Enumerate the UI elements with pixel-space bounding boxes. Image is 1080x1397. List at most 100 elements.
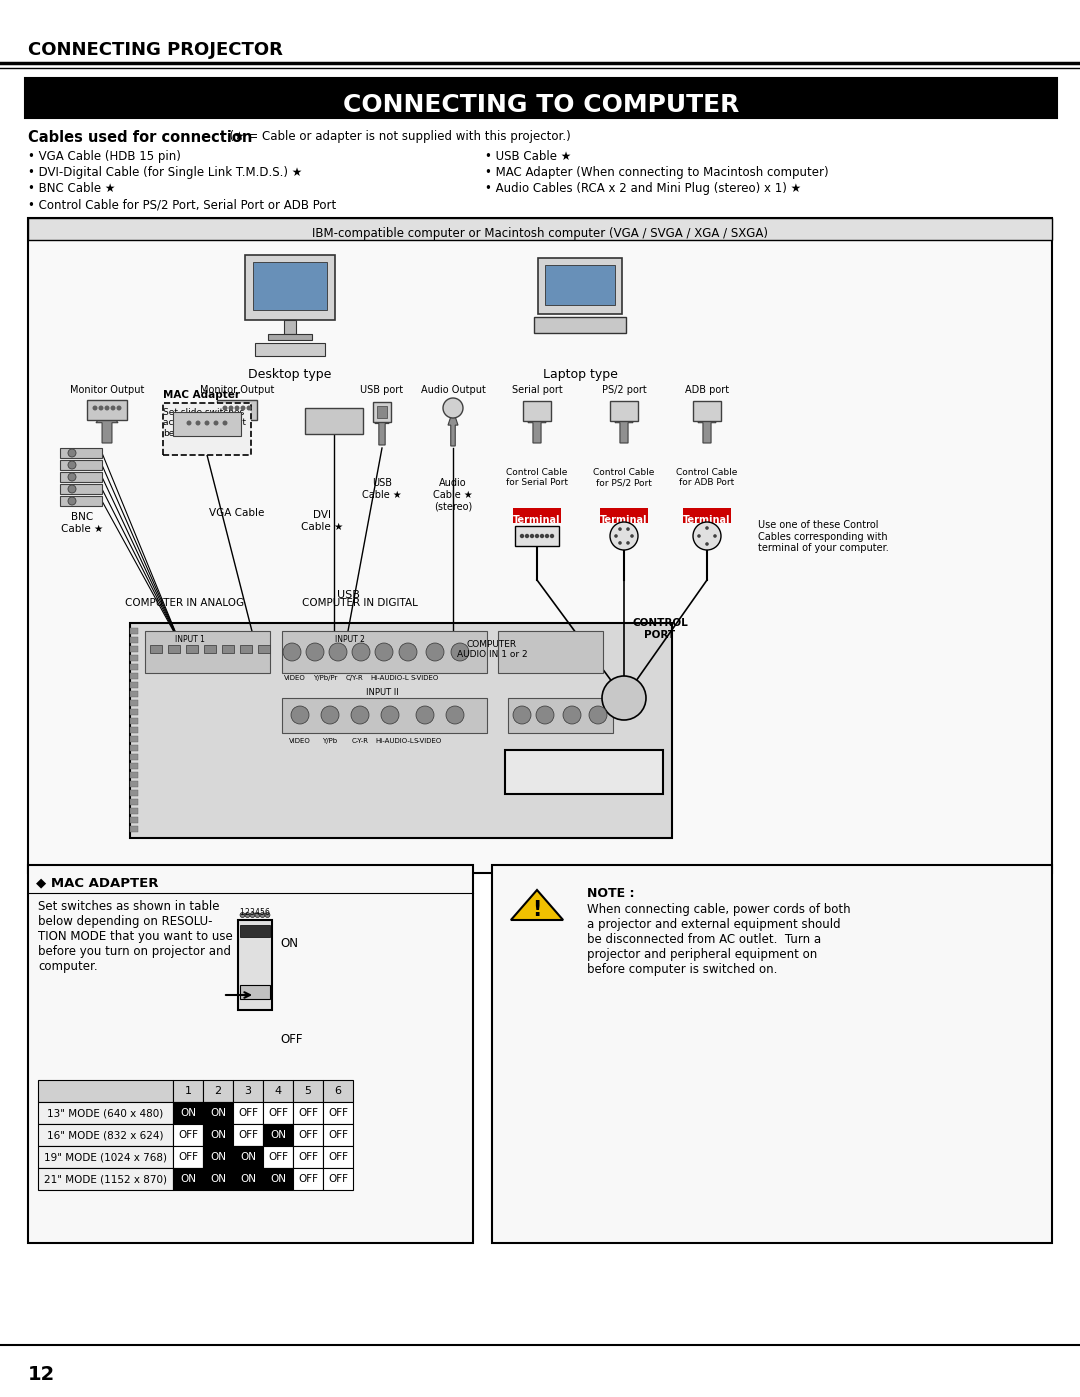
Text: OFF: OFF — [280, 1032, 302, 1046]
Text: ON: ON — [180, 1108, 195, 1118]
Circle shape — [110, 405, 116, 411]
Text: Control Cable
for Serial Port: Control Cable for Serial Port — [507, 468, 568, 488]
Bar — [130, 682, 138, 687]
Bar — [28, 218, 1052, 873]
Bar — [282, 631, 487, 673]
Text: Y/Pb: Y/Pb — [323, 738, 338, 745]
Bar — [233, 1168, 264, 1190]
Circle shape — [105, 405, 109, 411]
Bar — [130, 826, 138, 833]
Circle shape — [713, 534, 717, 538]
Circle shape — [626, 527, 630, 531]
Text: COMPUTER
AUDIO IN 1 or 2: COMPUTER AUDIO IN 1 or 2 — [457, 640, 527, 659]
Circle shape — [705, 542, 708, 546]
Text: • BNC Cable ★: • BNC Cable ★ — [28, 182, 116, 196]
Bar — [255, 344, 325, 356]
Bar — [60, 460, 102, 469]
Text: • VGA Cable (HDB 15 pin): • VGA Cable (HDB 15 pin) — [28, 149, 180, 163]
Text: ON: ON — [240, 1173, 256, 1185]
Bar — [130, 745, 138, 752]
Text: • MAC Adapter (When connecting to Macintosh computer): • MAC Adapter (When connecting to Macint… — [485, 166, 828, 179]
Circle shape — [550, 534, 554, 538]
Text: OFF: OFF — [298, 1153, 318, 1162]
Text: ON: ON — [270, 1130, 286, 1140]
Text: ON: ON — [180, 1173, 195, 1185]
Bar — [238, 921, 272, 1010]
Bar — [258, 645, 270, 652]
Text: C-Y-R: C-Y-R — [351, 738, 368, 745]
Text: Terminal: Terminal — [600, 515, 648, 525]
Bar — [222, 645, 234, 652]
Text: 4: 4 — [255, 908, 259, 916]
Bar — [38, 1168, 173, 1190]
Text: Set slide switches
according to chart
below.: Set slide switches according to chart be… — [163, 408, 246, 437]
Bar — [293, 1146, 323, 1168]
Text: ON: ON — [210, 1173, 226, 1185]
Text: Desktop type: Desktop type — [248, 367, 332, 381]
Bar — [600, 509, 648, 522]
Circle shape — [321, 705, 339, 724]
Circle shape — [626, 541, 630, 545]
Bar — [173, 412, 241, 436]
Polygon shape — [615, 408, 633, 443]
Bar — [498, 631, 603, 673]
Text: OFF: OFF — [238, 1130, 258, 1140]
Bar — [217, 400, 257, 420]
Text: OFF: OFF — [328, 1153, 348, 1162]
Bar — [240, 645, 252, 652]
Circle shape — [631, 534, 634, 538]
Bar — [28, 865, 473, 1243]
Bar — [233, 1125, 264, 1146]
Text: CONNECTING PROJECTOR: CONNECTING PROJECTOR — [28, 41, 283, 59]
Circle shape — [589, 705, 607, 724]
Text: 1: 1 — [240, 908, 244, 916]
Text: 6: 6 — [265, 908, 269, 916]
Bar — [130, 781, 138, 787]
Circle shape — [222, 405, 228, 411]
Circle shape — [98, 405, 104, 411]
Text: 16" MODE (832 x 624): 16" MODE (832 x 624) — [48, 1130, 164, 1140]
Circle shape — [544, 534, 550, 538]
Text: 12: 12 — [28, 1365, 55, 1384]
Text: USB port: USB port — [361, 386, 404, 395]
Text: Hi-AUDIO-L: Hi-AUDIO-L — [376, 738, 415, 745]
Bar — [186, 645, 198, 652]
Circle shape — [240, 912, 245, 918]
Bar — [38, 1080, 173, 1102]
Bar — [173, 1125, 203, 1146]
Bar — [173, 1146, 203, 1168]
Bar — [282, 698, 487, 733]
Text: Hi-AUDIO-L: Hi-AUDIO-L — [370, 675, 409, 680]
Circle shape — [525, 534, 529, 538]
Text: 21" MODE (1152 x 870): 21" MODE (1152 x 870) — [44, 1173, 167, 1185]
Bar — [268, 334, 312, 339]
Bar — [513, 509, 561, 522]
Bar — [538, 258, 622, 314]
Bar — [168, 645, 180, 652]
Bar — [284, 320, 296, 334]
Circle shape — [530, 534, 535, 538]
Polygon shape — [226, 408, 248, 443]
Bar — [492, 865, 1052, 1243]
Bar — [610, 401, 638, 420]
Text: Y/Pb/Pr: Y/Pb/Pr — [313, 675, 337, 680]
Circle shape — [451, 643, 469, 661]
Circle shape — [291, 705, 309, 724]
Text: Monitor Output: Monitor Output — [200, 386, 274, 395]
Bar — [264, 1168, 293, 1190]
Bar — [233, 1080, 264, 1102]
Text: Monitor Output: Monitor Output — [70, 386, 145, 395]
Text: Laptop type: Laptop type — [542, 367, 618, 381]
Bar — [130, 718, 138, 724]
Text: Set switches as shown in table
below depending on RESOLU-
TION MODE that you wan: Set switches as shown in table below dep… — [38, 900, 233, 972]
Text: • Control Cable for PS/2 Port, Serial Port or ADB Port: • Control Cable for PS/2 Port, Serial Po… — [28, 198, 336, 211]
Bar — [130, 773, 138, 778]
Bar — [87, 400, 127, 420]
Bar — [264, 1102, 293, 1125]
Circle shape — [618, 541, 622, 545]
Text: VGA Cable: VGA Cable — [210, 509, 265, 518]
Circle shape — [260, 912, 265, 918]
Text: C/Y-R: C/Y-R — [346, 675, 364, 680]
Text: ADB port: ADB port — [685, 386, 729, 395]
Circle shape — [68, 485, 76, 493]
